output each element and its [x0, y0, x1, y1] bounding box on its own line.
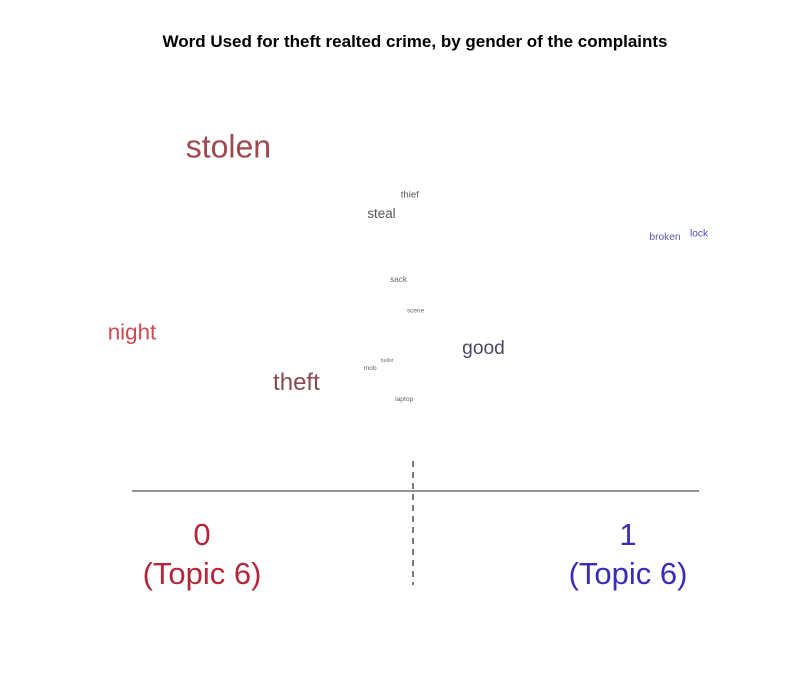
word-mob: mob: [364, 365, 377, 372]
word-points: stolen thief steal broken lock sack scene night…: [108, 128, 709, 403]
chart-title: Word Used for theft realted crime, by ge…: [162, 32, 667, 51]
word-laptop: laptop: [395, 396, 414, 403]
word-sack: sack: [390, 274, 408, 284]
group-1-topic: (Topic 6): [569, 556, 688, 591]
word-broken: broken: [649, 232, 680, 243]
word-scene: scene: [407, 307, 424, 314]
word-thief: thief: [401, 190, 419, 201]
word-night: night: [108, 320, 157, 345]
word-lock: lock: [690, 228, 709, 239]
group-0-topic: (Topic 6): [143, 556, 262, 591]
group-label-1: 1 (Topic 6): [569, 517, 688, 591]
group-label-0: 0 (Topic 6): [143, 517, 262, 591]
word-good: good: [462, 338, 505, 359]
group-1-value: 1: [619, 517, 636, 552]
word-ballot: ballot: [381, 358, 394, 364]
word-theft: theft: [273, 369, 320, 396]
word-stolen: stolen: [186, 128, 271, 164]
word-steal: steal: [367, 206, 395, 221]
group-0-value: 0: [193, 517, 210, 552]
